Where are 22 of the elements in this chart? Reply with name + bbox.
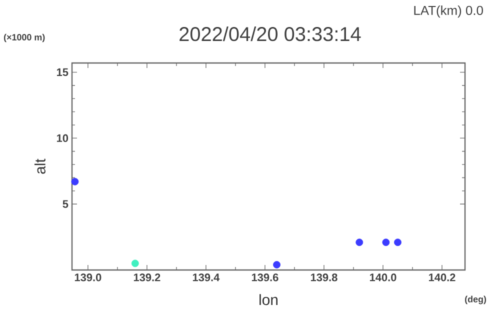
text: (deg) bbox=[465, 296, 486, 304]
x-tick-label: 139.8 bbox=[310, 274, 338, 282]
point bbox=[273, 261, 280, 268]
x-tick-label: 139.6 bbox=[252, 274, 278, 282]
point bbox=[71, 178, 79, 186]
text: (×1000 m) bbox=[4, 34, 45, 42]
chart-subtitle: LAT(km) 0.0 bbox=[414, 6, 483, 18]
point bbox=[356, 238, 364, 246]
point bbox=[382, 238, 390, 246]
x-tick-label: 140.2 bbox=[428, 274, 456, 282]
y-tick-label: 5 bbox=[62, 200, 68, 208]
chart-title: 2022/04/20 03:33:14 bbox=[180, 26, 361, 42]
x-axis-title: lon bbox=[260, 294, 278, 306]
x-tick-label: 139.4 bbox=[192, 274, 220, 282]
x-tick-label: 140.0 bbox=[370, 274, 396, 282]
x-tick-label: 139.0 bbox=[74, 274, 102, 282]
x-tick-label: 139.2 bbox=[134, 274, 160, 282]
y-axis-title: alt bbox=[34, 158, 46, 174]
y-tick-label: 10 bbox=[56, 134, 68, 142]
point bbox=[394, 238, 402, 246]
y-tick-label: 15 bbox=[56, 68, 68, 76]
point bbox=[131, 260, 139, 268]
